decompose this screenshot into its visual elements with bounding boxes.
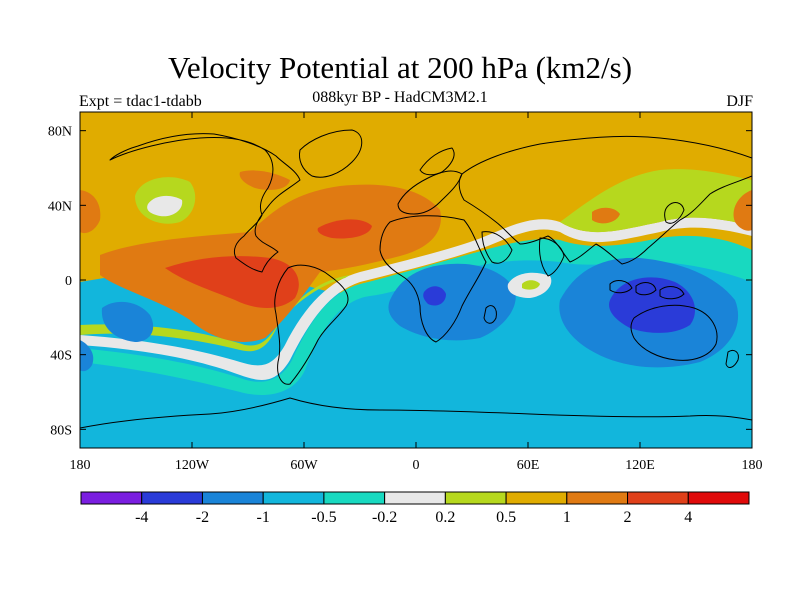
- lat-tick-label: 40S: [50, 349, 72, 364]
- lon-tick-label: 0: [413, 458, 420, 473]
- colorbar-swatch: [444, 491, 507, 505]
- lat-tick-label: 80S: [50, 423, 72, 438]
- colorbar-swatch: [505, 491, 568, 505]
- field-band-2-4-atlantic: [317, 219, 372, 239]
- field-band-1-2-east-edge: [733, 190, 752, 231]
- lon-tick-label: 60W: [290, 458, 318, 473]
- colorbar-label: 1: [563, 509, 571, 526]
- field-band-neg-1-pacific: [101, 301, 154, 342]
- map-subtitle: 088kyr BP - HadCM3M2.1: [312, 89, 488, 106]
- lon-tick-label: 120W: [175, 458, 210, 473]
- field-blob-05-indian: [522, 280, 540, 290]
- colorbar-label: -0.2: [372, 509, 397, 526]
- colorbar-label: -1: [257, 509, 270, 526]
- colorbar-label: -0.5: [311, 509, 336, 526]
- field-band-neg-1-west-edge: [80, 340, 94, 372]
- field-band-neg-0.2: [80, 235, 752, 396]
- field-band-neg-2-africa: [423, 286, 446, 306]
- colorbar-swatch: [384, 491, 446, 505]
- lat-tick-label: 0: [65, 274, 72, 289]
- map-field: [80, 112, 752, 448]
- lon-tick-label: 180: [70, 458, 91, 473]
- map-axes: 80N 40N 0 40S 80S 180 120W 60W 0 60E 120E 180: [48, 112, 763, 473]
- colorbar-swatch: [627, 491, 689, 505]
- colorbar-swatch: [566, 491, 629, 505]
- field-band-neg-1: [388, 263, 516, 341]
- colorbar-label: 4: [684, 509, 692, 526]
- lon-tick-label: 180: [742, 458, 763, 473]
- lon-tick-label: 60E: [517, 458, 540, 473]
- field-band-2-4-south-america: [165, 256, 299, 308]
- colorbar: -4 -2 -1 -0.5 -0.2 0.2 0.5 1 2 4: [80, 491, 750, 526]
- lon-tick-label: 120E: [625, 458, 655, 473]
- colorbar-label: -2: [196, 509, 209, 526]
- field-band-1-2-atlantic-nw: [239, 170, 290, 190]
- colorbar-swatch: [80, 491, 143, 505]
- colorbar-label: 2: [624, 509, 632, 526]
- lat-tick-label: 40N: [48, 199, 72, 214]
- colorbar-label: -4: [135, 509, 148, 526]
- colorbar-swatch: [262, 491, 325, 505]
- field-band-1-2-west-edge: [80, 190, 101, 234]
- lat-tick-label: 80N: [48, 125, 72, 140]
- colorbar-swatch: [687, 491, 750, 505]
- colorbar-swatch: [323, 491, 386, 505]
- coastlines: [80, 129, 752, 429]
- field-band-neg-2-maritime: [609, 277, 695, 333]
- colorbar-label: 0.2: [435, 509, 455, 526]
- colorbar-label: 0.5: [496, 509, 516, 526]
- field-blob-zero-npacific: [147, 195, 183, 217]
- season-label: DJF: [726, 93, 753, 110]
- experiment-label: Expt = tdac1-tdabb: [79, 93, 202, 110]
- field-band-1-2-asia: [592, 207, 620, 224]
- colorbar-swatch: [141, 491, 203, 505]
- colorbar-swatch: [201, 491, 264, 505]
- map-title: Velocity Potential at 200 hPa (km2/s): [167, 50, 633, 85]
